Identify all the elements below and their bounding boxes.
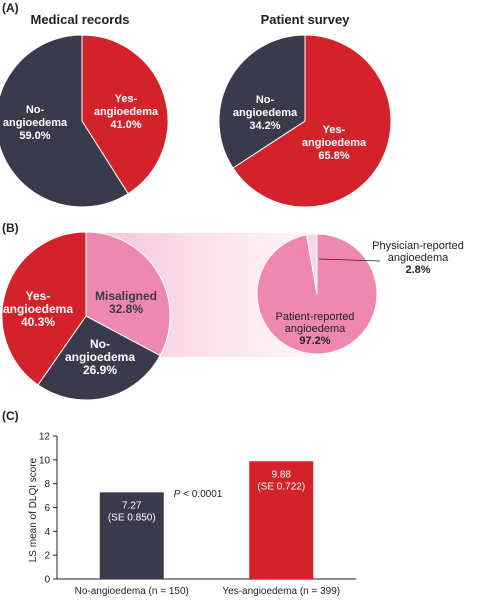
pie-label-patient-reported: Patient-reported angioedema 97.2% — [276, 311, 355, 347]
bar-yes-angioedema-n-399 — [249, 461, 314, 579]
pie-label-physician-reported: Physician-reported angioedema 2.8% — [372, 240, 464, 276]
panel-label-c: (C) — [2, 409, 19, 423]
pie-label-no: No-angioedema 26.9% — [65, 337, 135, 377]
panel-label-b: (B) — [2, 221, 19, 235]
pie-label-line: 26.9% — [83, 363, 117, 377]
panel-label-a: (A) — [2, 1, 19, 15]
pie-label-line: 34.2% — [249, 120, 280, 132]
pie-label-line: No- — [256, 94, 275, 106]
pie-label-line: angioedema — [3, 302, 73, 316]
pie-reporting-source: Physician-reported angioedema 2.8%Patient-… — [256, 233, 464, 355]
pie-label-line: 59.0% — [19, 130, 50, 142]
pie-slice-misaligned — [85, 231, 171, 357]
pie-medical-records: Yes-angioedema 41.0%No-angioedema 59.0% — [0, 34, 169, 208]
physician-leader-line — [318, 258, 381, 262]
bar-value-label: 9.88 — [272, 469, 292, 480]
pie-slice-no — [218, 34, 306, 169]
pie-label-line: 65.8% — [318, 150, 349, 162]
bar-se-label: (SE 0.722) — [257, 481, 305, 492]
pie-label-line: Yes- — [115, 93, 138, 105]
y-tick-label: 12 — [39, 432, 51, 443]
bar-se-label: (SE 0.850) — [108, 512, 156, 523]
y-ticks: 0 2 4 6 8 10 12 — [39, 432, 57, 586]
pie-label-line: angioedema — [285, 323, 346, 335]
pie-label-line: 2.8% — [405, 264, 430, 276]
pie-label-line: 97.2% — [299, 335, 330, 347]
bar-value-label: 7.27 — [122, 500, 142, 511]
pie-misalignment: Misaligned 32.8%No-angioedema 26.9%Yes-ang… — [1, 231, 171, 401]
pie-label-line: No- — [26, 104, 45, 116]
pie-label-line: Patient-reported — [276, 311, 355, 323]
pie-slice-yes — [232, 34, 392, 208]
pie-label-line: Yes- — [26, 289, 51, 303]
x-category-label: Yes-angioedema (n = 399) — [222, 586, 340, 597]
pie-label-yes: Yes-angioedema 65.8% — [302, 124, 367, 162]
p-value-annotation: P < 0.0001 — [174, 489, 223, 500]
pie-label-line: angioedema — [302, 137, 367, 149]
pie-label-yes: Yes-angioedema 40.3% — [3, 289, 73, 329]
pie-label-line: Misaligned — [95, 289, 157, 303]
pie-label-no: No-angioedema 59.0% — [3, 104, 68, 142]
pie-slice-no — [0, 34, 129, 208]
pie-label-line: angioedema — [94, 106, 159, 118]
pie-patient-survey-title: Patient survey — [261, 12, 351, 27]
pie-label-no: No-angioedema 34.2% — [233, 94, 298, 132]
pie-label-line: angioedema — [3, 117, 68, 129]
pie-label-line: No- — [90, 337, 110, 351]
pie-label-line: angioedema — [233, 107, 298, 119]
pie-label-line: 41.0% — [110, 119, 141, 131]
pie-slice-patient-reported — [256, 233, 378, 355]
pie-label-line: 40.3% — [21, 315, 55, 329]
pie-patient-survey: Yes-angioedema 65.8%No-angioedema 34.2% — [218, 34, 392, 208]
pie-slice-no — [37, 315, 161, 401]
pie-medical-records-title: Medical records — [31, 12, 130, 27]
pie-label-line: 32.8% — [109, 302, 143, 316]
y-tick-label: 0 — [44, 575, 50, 586]
y-tick-label: 10 — [39, 455, 51, 466]
y-axis-label: LS mean of DLQI score — [28, 457, 39, 562]
x-category-label: No-angioedema (n = 150) — [75, 586, 189, 597]
y-tick-label: 4 — [44, 527, 50, 538]
pie-label-misaligned: Misaligned 32.8% — [95, 289, 157, 316]
bar-no-angioedema-n-150 — [99, 492, 164, 579]
pie-label-line: angioedema — [65, 350, 135, 364]
pie-label-line: angioedema — [388, 252, 449, 264]
pie-label-yes: Yes-angioedema 41.0% — [94, 93, 159, 131]
bars: 7.27(SE 0.850) No-angioedema (n = 150) 9.8… — [75, 461, 340, 597]
y-tick-label: 6 — [44, 503, 50, 514]
pie-label-line: Physician-reported — [372, 240, 464, 252]
pie-slice-yes — [1, 231, 87, 386]
pie-label-line: Yes- — [323, 124, 346, 136]
y-tick-label: 8 — [44, 479, 50, 490]
y-tick-label: 2 — [44, 551, 50, 562]
